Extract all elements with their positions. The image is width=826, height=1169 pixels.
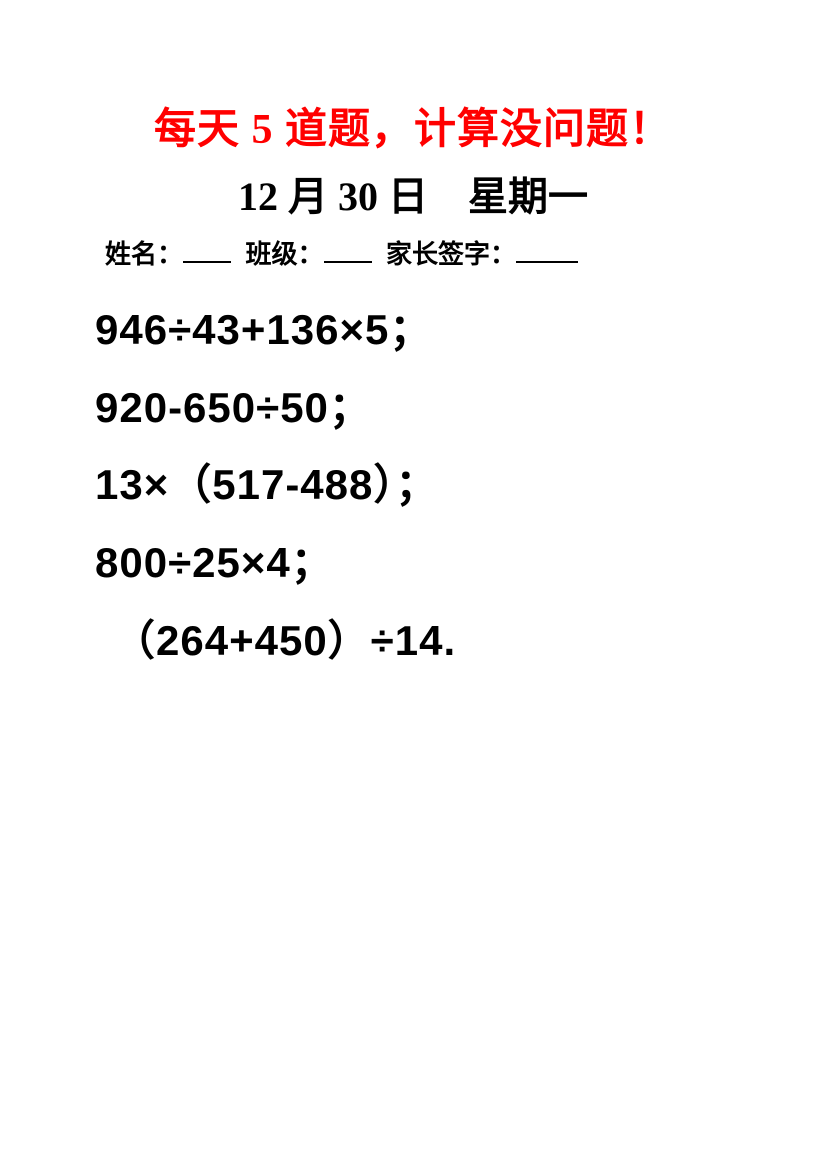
month-suffix: 月 xyxy=(278,174,338,219)
worksheet-title: 每天 5 道题，计算没问题！ xyxy=(95,95,731,156)
problems-list: 946÷43+136×5； 920-650÷50； 13×（517-488）； … xyxy=(95,291,731,679)
weekday-spacer xyxy=(428,174,468,219)
problem-1: 946÷43+136×5； xyxy=(95,291,731,369)
signature-blank[interactable] xyxy=(516,239,578,263)
problem-4: 800÷25×4； xyxy=(95,524,731,602)
problem-2: 920-650÷50； xyxy=(95,369,731,447)
info-line: 姓名： 班级： 家长签字： xyxy=(105,234,731,271)
class-label: 班级： xyxy=(239,240,324,269)
problem-3: 13×（517-488）； xyxy=(95,446,731,524)
problem-5: （264+450）÷14. xyxy=(95,602,731,680)
signature-label: 家长签字： xyxy=(380,240,517,269)
class-blank[interactable] xyxy=(324,239,372,263)
date-day: 30 xyxy=(338,174,378,219)
date-line: 12 月 30 日 星期一 xyxy=(95,164,731,222)
day-suffix: 日 xyxy=(378,174,428,219)
name-label: 姓名： xyxy=(105,240,183,269)
name-blank[interactable] xyxy=(183,239,231,263)
weekday: 星期一 xyxy=(468,174,588,219)
date-month: 12 xyxy=(238,174,278,219)
